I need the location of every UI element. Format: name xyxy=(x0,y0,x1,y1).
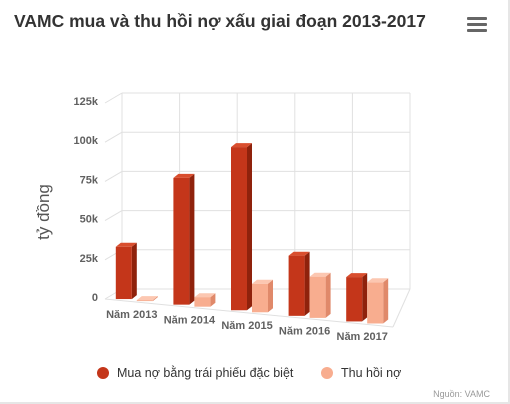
bar-front xyxy=(115,246,132,300)
y-axis-label: tỷ đồng xyxy=(34,184,53,240)
bar-top xyxy=(173,173,195,178)
bar-thu-hoi-no xyxy=(136,296,158,302)
bar-mua-no xyxy=(231,143,252,311)
bar-front xyxy=(194,297,211,307)
bar-side xyxy=(210,293,216,307)
bar-top xyxy=(194,293,216,298)
bar-mua-no xyxy=(346,273,368,322)
bar-side xyxy=(152,296,158,302)
floor-edge xyxy=(392,288,411,328)
bar-front xyxy=(288,255,305,316)
bar-side xyxy=(325,272,331,318)
bar-top xyxy=(252,279,273,284)
legend-marker-icon xyxy=(97,367,109,379)
chart-title: VAMC mua và thu hồi nợ xấu giai đoạn 201… xyxy=(14,11,426,31)
bar-top xyxy=(136,296,158,301)
bar-top xyxy=(309,272,331,277)
bar-thu-hoi-no xyxy=(194,293,216,307)
legend-item-mua-no[interactable]: Mua nợ bằng trái phiếu đặc biệt xyxy=(97,366,293,380)
bar-front xyxy=(309,276,326,318)
bar-side xyxy=(189,173,195,305)
x-tick-label: Năm 2015 xyxy=(221,320,272,332)
y-tick-label: 50k xyxy=(80,214,99,226)
x-tick-label: Năm 2016 xyxy=(279,326,330,338)
bar-front xyxy=(136,300,153,302)
y-tick-label: 25k xyxy=(80,253,99,265)
legend-marker-icon xyxy=(321,367,333,379)
bar-mua-no xyxy=(115,242,137,300)
bar-front xyxy=(346,277,363,322)
bar-mua-no xyxy=(173,173,195,305)
bar-front xyxy=(252,283,268,313)
bar-side xyxy=(131,242,137,300)
hamburger-menu-icon[interactable] xyxy=(467,17,487,33)
source-credit: Nguồn: VAMC xyxy=(433,389,490,399)
x-tick-label: Năm 2014 xyxy=(164,314,216,326)
x-tick-label: Năm 2017 xyxy=(337,331,388,343)
bar-side xyxy=(304,251,310,316)
bar-top xyxy=(231,143,252,148)
bar-thu-hoi-no xyxy=(252,279,273,313)
legend-label: Mua nợ bằng trái phiếu đặc biệt xyxy=(117,366,294,380)
legend-label: Thu hồi nợ xyxy=(341,366,402,380)
y-tick-label: 125k xyxy=(74,96,99,108)
bar-front xyxy=(367,282,384,324)
bar-thu-hoi-no xyxy=(309,272,331,318)
bar-top xyxy=(115,242,137,247)
bar-top xyxy=(346,273,368,278)
bar-side xyxy=(268,279,273,313)
bar-side xyxy=(383,278,389,324)
bar-top xyxy=(367,278,389,283)
gridline xyxy=(104,170,123,182)
floor-edge xyxy=(104,298,394,328)
y-tick-label: 75k xyxy=(80,174,99,186)
bar-side xyxy=(362,273,368,322)
bar-side xyxy=(247,143,252,311)
bar-mua-no xyxy=(288,251,310,316)
gridline xyxy=(104,92,123,104)
y-tick-label: 0 xyxy=(92,292,98,304)
gridline xyxy=(104,210,123,222)
x-tick-label: Năm 2013 xyxy=(106,309,157,321)
gridline xyxy=(104,131,123,143)
bar-front xyxy=(231,147,247,311)
y-tick-label: 100k xyxy=(74,135,99,147)
legend-item-thu-hoi-no[interactable]: Thu hồi nợ xyxy=(321,366,401,380)
bar-top xyxy=(288,251,310,256)
bar-front xyxy=(173,177,190,305)
bar-thu-hoi-no xyxy=(367,278,389,324)
